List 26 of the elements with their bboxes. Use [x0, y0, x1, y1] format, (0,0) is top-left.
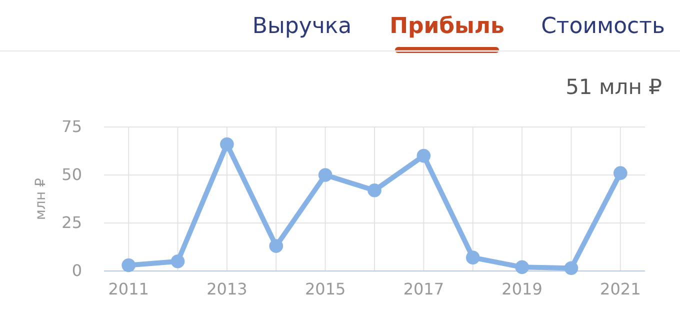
- point: [614, 166, 628, 180]
- x-tick-label: 2011: [108, 279, 149, 298]
- text: Стоимость: [541, 14, 665, 39]
- x-tick-label: 2021: [600, 279, 641, 298]
- x-tick-label: 2019: [502, 279, 542, 298]
- chart-title: Прибыль: [390, 14, 504, 39]
- point: [170, 254, 185, 268]
- y-tick-label: 25: [62, 213, 82, 232]
- point: [368, 183, 382, 198]
- point: [515, 260, 529, 274]
- y-axis-title: млн ₽: [33, 178, 49, 220]
- y-tick-label: 0: [72, 261, 82, 280]
- x-tick-label: 2017: [403, 279, 444, 298]
- y-tick-label: 75: [62, 117, 82, 136]
- point: [318, 168, 332, 182]
- point: [564, 261, 578, 276]
- point: [466, 250, 480, 264]
- point: [220, 137, 234, 152]
- text: 51 млн ₽: [566, 75, 662, 99]
- point: [122, 258, 136, 272]
- x-tick-label: 2013: [206, 279, 248, 298]
- x-tick-label: 2015: [304, 279, 346, 298]
- point: [269, 239, 284, 253]
- point: [416, 148, 431, 163]
- y-tick-label: 50: [62, 165, 82, 184]
- text: Выручка: [252, 14, 352, 39]
